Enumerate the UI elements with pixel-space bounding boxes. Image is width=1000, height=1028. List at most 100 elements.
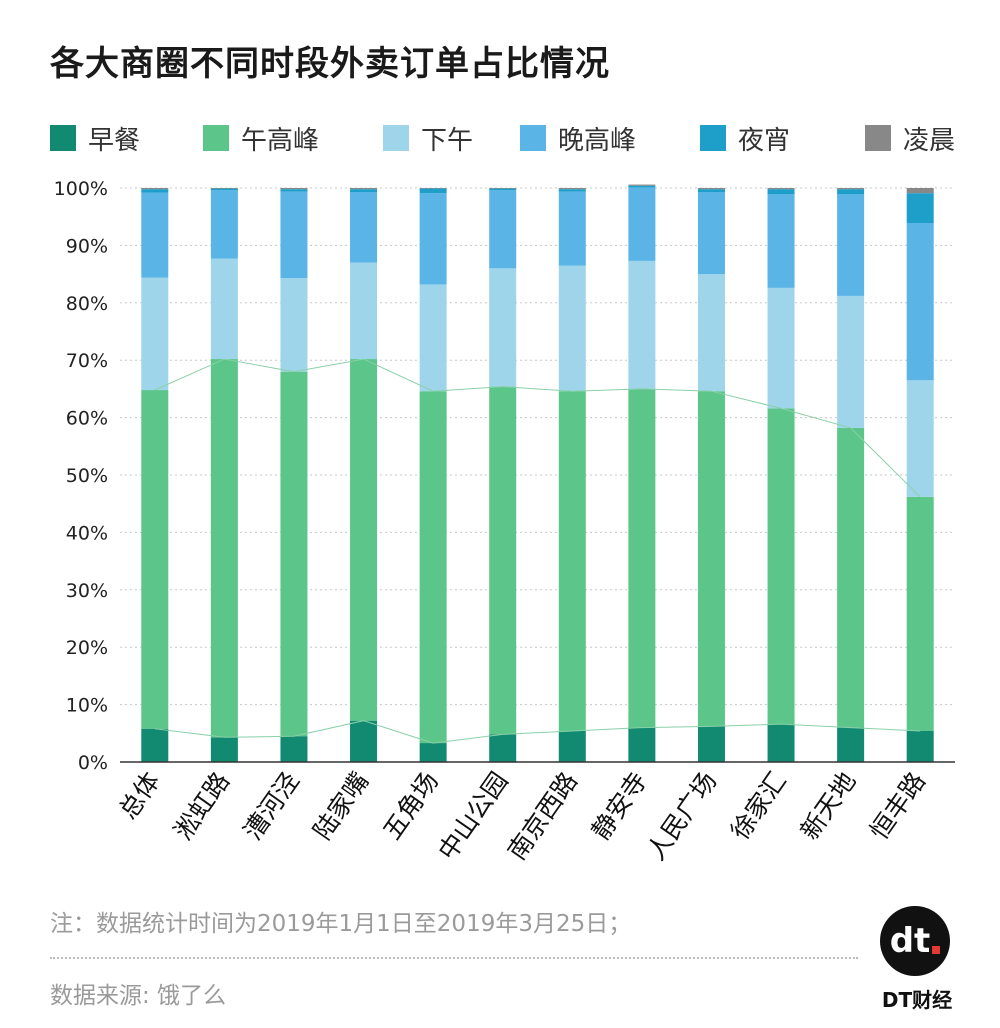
bar-segment xyxy=(141,390,169,729)
chart-title: 各大商圈不同时段外卖订单占比情况 xyxy=(50,44,610,84)
bar-segment xyxy=(558,265,586,392)
bar-segment xyxy=(628,260,656,389)
bar-segment xyxy=(906,380,934,497)
bar-segment xyxy=(489,734,517,762)
y-tick-label: 80% xyxy=(66,293,108,315)
bar-segment xyxy=(141,189,169,193)
category-label: 恒丰路 xyxy=(864,767,931,845)
bar-segment xyxy=(280,278,308,372)
category-label: 漕河泾 xyxy=(238,767,305,845)
bar-segment xyxy=(350,720,378,762)
bar-segment xyxy=(628,388,656,728)
bar-segment xyxy=(558,391,586,732)
legend-swatch xyxy=(383,125,409,151)
bar-segment xyxy=(837,727,865,762)
bar-segment xyxy=(350,262,378,360)
bar-segment xyxy=(419,743,447,762)
y-tick-label: 90% xyxy=(66,235,108,257)
bar-segment xyxy=(489,386,517,735)
y-tick-label: 60% xyxy=(66,408,108,430)
bar-segment xyxy=(767,408,795,725)
legend-item: 晚高峰 xyxy=(520,118,636,158)
bar-segment xyxy=(628,727,656,762)
y-tick-label: 0% xyxy=(78,752,108,774)
bar-segment xyxy=(697,726,725,762)
category-label: 静安寺 xyxy=(586,767,653,845)
y-tick-label: 70% xyxy=(66,350,108,372)
bar-segment xyxy=(210,737,238,762)
bar-segment xyxy=(767,189,795,195)
bar-segment xyxy=(767,188,795,190)
bar-segment xyxy=(489,188,517,189)
dt-logo: dt xyxy=(880,906,950,976)
bar-segment xyxy=(280,191,308,279)
bar-segment xyxy=(141,192,169,278)
legend-swatch xyxy=(700,125,726,151)
bar-segment xyxy=(489,188,517,191)
bar-segment xyxy=(837,189,865,195)
footer-divider xyxy=(50,957,858,959)
bar-segment xyxy=(906,188,934,194)
legend-swatch xyxy=(203,125,229,151)
legend: 早餐 午高峰 下午 晚高峰 夜宵 凌晨 xyxy=(50,118,965,158)
category-label: 中山公园 xyxy=(433,767,514,866)
bar-segment xyxy=(210,359,238,738)
legend-swatch xyxy=(865,125,891,151)
bar-segment xyxy=(141,277,169,391)
bar-segment xyxy=(350,188,378,190)
bar-segment xyxy=(628,187,656,261)
y-tick-label: 30% xyxy=(66,580,108,602)
bar-segment xyxy=(210,190,238,259)
bar-segment xyxy=(628,185,656,188)
legend-swatch xyxy=(520,125,546,151)
bar-segment xyxy=(419,188,447,194)
category-label: 徐家汇 xyxy=(725,767,792,845)
bar-segment xyxy=(210,188,238,189)
footnote: 注：数据统计时间为2019年1月1日至2019年3月25日； xyxy=(50,911,632,937)
legend-label: 早餐 xyxy=(88,125,141,156)
logo-dot xyxy=(932,946,941,954)
bar-segment xyxy=(489,268,517,387)
legend-label: 夜宵 xyxy=(738,125,791,156)
legend-item: 凌晨 xyxy=(865,118,955,158)
bar-segment xyxy=(350,189,378,193)
bar-segment xyxy=(697,391,725,727)
legend-item: 早餐 xyxy=(50,118,140,158)
bar-segment xyxy=(558,731,586,762)
bar-segment xyxy=(141,188,169,190)
legend-label: 下午 xyxy=(421,125,474,156)
legend-label: 午高峰 xyxy=(241,125,320,156)
bar-segment xyxy=(697,192,725,275)
bar-segment xyxy=(837,295,865,428)
bar-segment xyxy=(210,188,238,191)
category-label: 人民广场 xyxy=(641,767,722,866)
bar-segment xyxy=(350,192,378,263)
category-label: 陆家嘴 xyxy=(308,767,375,845)
legend-item: 午高峰 xyxy=(203,118,319,158)
series-connector-line xyxy=(154,720,921,744)
legend-label: 晚高峰 xyxy=(558,125,637,156)
bar-segment xyxy=(906,223,934,381)
bar-segment xyxy=(837,188,865,190)
category-label: 淞虹路 xyxy=(169,767,236,845)
bar-segment xyxy=(419,391,447,744)
bar-segment xyxy=(906,731,934,762)
logo-text: dt xyxy=(889,921,931,961)
bar-segment xyxy=(350,359,378,721)
data-source: 数据来源: 饿了么 xyxy=(50,983,227,1009)
legend-label: 凌晨 xyxy=(903,125,956,156)
bar-segment xyxy=(280,371,308,737)
bar-segment xyxy=(558,189,586,192)
brand-name: DT财经 xyxy=(881,988,953,1012)
y-tick-label: 20% xyxy=(66,637,108,659)
bar-segment xyxy=(280,736,308,762)
bar-segment xyxy=(697,188,725,190)
bar-segment xyxy=(837,194,865,296)
bar-segment xyxy=(419,284,447,392)
bar-segment xyxy=(767,287,795,409)
category-label: 新天地 xyxy=(795,767,862,845)
bar-segment xyxy=(558,191,586,266)
y-tick-label: 50% xyxy=(66,465,108,487)
category-label: 总体 xyxy=(113,767,165,825)
y-tick-label: 100% xyxy=(54,178,108,200)
